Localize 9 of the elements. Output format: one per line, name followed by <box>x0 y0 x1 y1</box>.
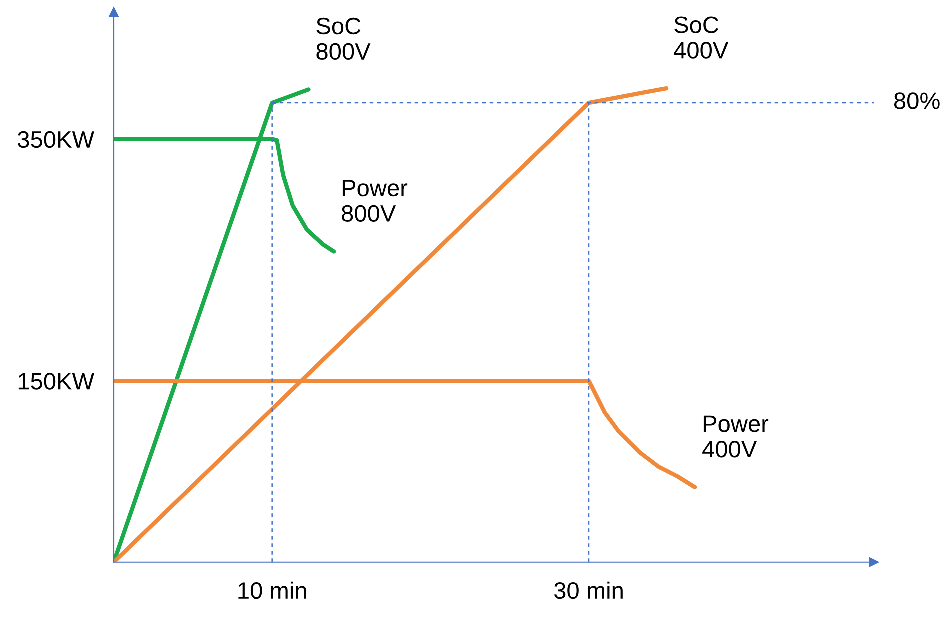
y-tick-label: 150KW <box>18 373 94 390</box>
x-tick-label: 10 min <box>238 582 306 600</box>
series-label: SoC 400V <box>674 16 729 59</box>
series-label: Power 400V <box>702 416 769 458</box>
series-label: Power 800V <box>342 180 408 222</box>
y-tick-label: 350KW <box>18 131 94 148</box>
series-label: SoC 800V <box>316 18 371 60</box>
annotation: 80% <box>894 92 940 110</box>
x-tick-label: 30 min <box>554 582 623 600</box>
